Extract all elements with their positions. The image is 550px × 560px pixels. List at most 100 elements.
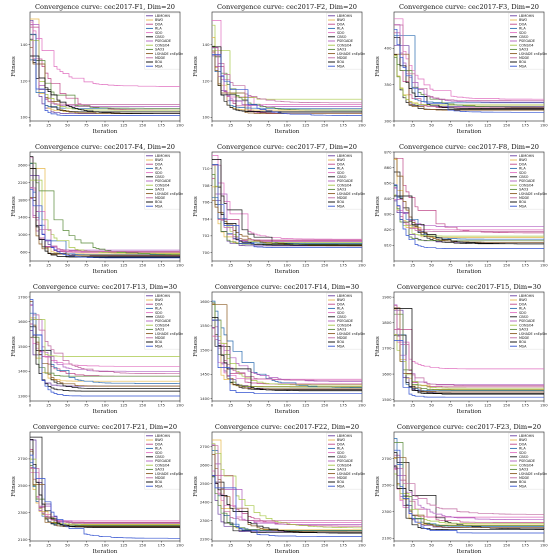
- legend-label: SAO3: [519, 188, 528, 192]
- chart-svg: Convergence curve: cec2017-F2, Dim=20 0 25…: [193, 3, 366, 135]
- x-tick-label: 175: [340, 543, 348, 548]
- x-tick-label: 200: [176, 543, 184, 548]
- legend-label: BWO: [337, 298, 346, 302]
- legend-label: SAO3: [519, 48, 528, 52]
- legend-label: BOA: [519, 340, 527, 344]
- series-line-conso4: [394, 334, 544, 389]
- series-line-msa: [212, 164, 362, 248]
- x-tick-label: 25: [228, 543, 233, 548]
- series-line-conso4: [212, 24, 362, 100]
- legend-label: SDO: [155, 451, 163, 455]
- series-line-rla: [212, 300, 362, 389]
- series-line-conso4: [212, 164, 362, 243]
- legend-label: MSA: [519, 204, 527, 208]
- series-line-sao3: [212, 174, 362, 245]
- y-axis-label: Fitness: [11, 476, 17, 497]
- x-tick-label: 100: [101, 263, 109, 268]
- series-line-boa: [394, 308, 544, 395]
- y-tick-label: 1300: [18, 393, 28, 398]
- legend: LBMOHNBWODOARLASDOCBSOPSEGADECONSO4SAO3L…: [326, 12, 365, 70]
- x-tick-label: 25: [410, 263, 415, 268]
- x-tick-label: 50: [65, 543, 70, 548]
- series-line-boa: [212, 317, 362, 392]
- x-tick-label: 100: [101, 123, 109, 128]
- x-tick-label: 0: [211, 543, 214, 548]
- x-axis-label: Iteration: [93, 269, 118, 275]
- legend-label: CONSO4: [155, 183, 170, 187]
- chart-panel-6: Convergence curve: cec2017-F8, Dim=20 0 25…: [368, 142, 548, 279]
- legend-label: LSHADE cnEpSin: [519, 192, 547, 196]
- series-line-cbso: [394, 54, 544, 110]
- legend-label: DOA: [155, 302, 163, 306]
- series-line-cbso: [394, 334, 544, 394]
- chart-svg: Convergence curve: cec2017-F3, Dim=20 0 25…: [375, 3, 548, 135]
- y-tick-label: 708: [202, 183, 210, 188]
- y-tick-label: 120: [202, 78, 210, 83]
- series-line-sdo: [30, 337, 180, 367]
- series-line-msa: [394, 28, 544, 113]
- legend-label: SAO3: [337, 188, 346, 192]
- legend-label: DOA: [337, 162, 345, 166]
- y-tick-label: 1700: [18, 294, 28, 299]
- series-line-lshade-cnepsin: [394, 53, 544, 111]
- chart-panel-5: Convergence curve: cec2017-F7, Dim=20 0 25…: [186, 142, 366, 279]
- legend-label: LSHADE cnEpSin: [519, 472, 547, 476]
- series-line-sdo: [30, 21, 180, 87]
- series-line-msa: [394, 449, 544, 534]
- y-axis-label: Fitness: [375, 476, 381, 497]
- legend-label: MSA: [337, 64, 345, 68]
- legend-label: MDDE: [155, 56, 165, 60]
- series-line-doa: [212, 178, 362, 242]
- x-tick-label: 150: [321, 543, 329, 548]
- legend-label: PSEGADE: [519, 179, 535, 183]
- series-line-conso4: [30, 40, 180, 111]
- legend-label: PSEGADE: [337, 39, 353, 43]
- x-tick-label: 175: [522, 123, 530, 128]
- x-tick-label: 125: [302, 123, 310, 128]
- x-tick-label: 200: [176, 263, 184, 268]
- legend-label: RLA: [337, 447, 344, 451]
- series-line-rla: [394, 184, 544, 240]
- x-tick-label: 150: [139, 263, 147, 268]
- series-group: [212, 155, 362, 248]
- legend-label: LSHADE cnEpSin: [337, 52, 365, 56]
- legend: LBMOHNBWODOARLASDOCBSOPSEGADECONSO4SAO3L…: [144, 292, 183, 350]
- x-axis-label: Iteration: [93, 129, 118, 135]
- legend: LBMOHNBWODOARLASDOCBSOPSEGADECONSO4SAO3L…: [508, 432, 547, 490]
- series-line-msa: [394, 340, 544, 398]
- legend-label: LBMOHN: [519, 154, 534, 158]
- y-axis-label: Fitness: [375, 56, 381, 77]
- legend-label: BWO: [155, 298, 164, 302]
- y-tick-label: 820: [384, 227, 392, 232]
- series-group: [30, 18, 180, 116]
- legend-label: SAO3: [155, 468, 164, 472]
- series-line-cbso: [212, 327, 362, 391]
- y-tick-label: 2300: [200, 518, 210, 523]
- x-tick-label: 75: [448, 263, 453, 268]
- x-tick-label: 100: [283, 403, 291, 408]
- x-tick-label: 125: [120, 263, 128, 268]
- x-tick-label: 50: [429, 123, 434, 128]
- legend: LBMOHNBWODOARLASDOCBSOPSEGADECONSO4SAO3L…: [326, 152, 365, 210]
- series-line-psegade: [394, 467, 544, 521]
- legend-label: LBMOHN: [519, 14, 534, 18]
- x-tick-label: 150: [503, 403, 511, 408]
- legend-box: [508, 432, 544, 490]
- legend-label: BWO: [155, 158, 164, 162]
- x-tick-label: 125: [484, 123, 492, 128]
- legend-label: CONSO4: [337, 463, 352, 467]
- legend-label: BOA: [155, 340, 163, 344]
- chart-panel-8: Convergence curve: cec2017-F14, Dim=30 0 2…: [186, 282, 366, 419]
- y-tick-label: 1450: [200, 372, 210, 377]
- x-tick-label: 125: [484, 403, 492, 408]
- x-tick-label: 100: [283, 543, 291, 548]
- x-tick-label: 75: [266, 263, 271, 268]
- x-tick-label: 175: [158, 123, 166, 128]
- y-tick-label: 2700: [18, 456, 28, 461]
- legend-label: CBSO: [155, 455, 165, 459]
- y-tick-label: 1600: [200, 299, 210, 304]
- series-line-mdde: [30, 24, 180, 105]
- x-tick-label: 100: [465, 543, 473, 548]
- x-tick-label: 0: [29, 263, 32, 268]
- series-line-doa: [30, 449, 180, 523]
